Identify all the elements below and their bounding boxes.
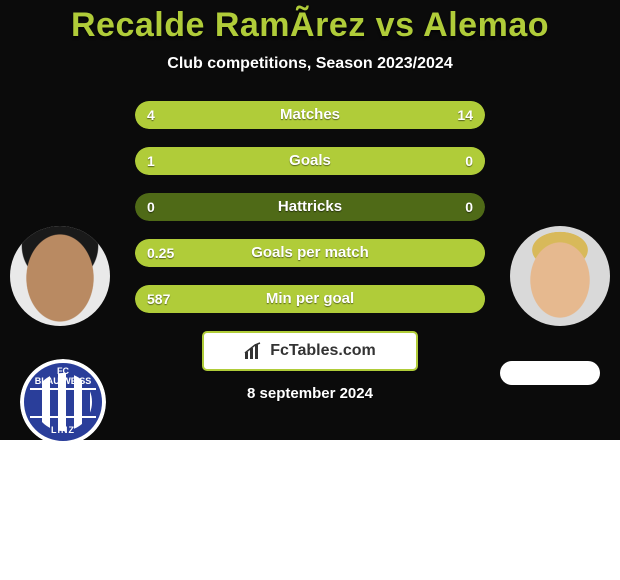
- stat-row: 10Goals: [135, 147, 485, 175]
- club-badge-left-line3: LINZ: [24, 426, 102, 435]
- player-right-avatar: [510, 226, 610, 326]
- stat-label: Min per goal: [135, 285, 485, 313]
- subtitle: Club competitions, Season 2023/2024: [0, 55, 620, 73]
- stat-label: Goals: [135, 147, 485, 175]
- club-badge-left-line1: FC: [24, 367, 102, 376]
- club-badge-right: [500, 361, 600, 385]
- site-name: FcTables.com: [270, 342, 376, 360]
- player-right-face: [510, 226, 610, 326]
- comparison-card: Recalde RamÃ­rez vs Alemao Club competit…: [0, 0, 620, 440]
- stat-label: Goals per match: [135, 239, 485, 267]
- club-badge-left-graphic: FC BLAU WEISS LINZ: [20, 359, 106, 445]
- club-badge-left-line2: BLAU WEISS: [24, 377, 102, 386]
- stat-label: Matches: [135, 101, 485, 129]
- stat-row: 414Matches: [135, 101, 485, 129]
- stat-bars: 414Matches 10Goals 00Hattricks 0.25Goals pe…: [135, 101, 485, 313]
- stat-row: 0.25Goals per match: [135, 239, 485, 267]
- site-plate: FcTables.com: [202, 331, 418, 371]
- player-left-avatar: [10, 226, 110, 326]
- player-left-face: [10, 226, 110, 326]
- stat-label: Hattricks: [135, 193, 485, 221]
- stat-row: 00Hattricks: [135, 193, 485, 221]
- club-badge-left: FC BLAU WEISS LINZ: [20, 359, 106, 445]
- content-area: FC BLAU WEISS LINZ 414Matches10Goals00Ha…: [0, 101, 620, 402]
- stat-row: 587Min per goal: [135, 285, 485, 313]
- bars-icon: [244, 342, 264, 360]
- page-title: Recalde RamÃ­rez vs Alemao: [0, 0, 620, 45]
